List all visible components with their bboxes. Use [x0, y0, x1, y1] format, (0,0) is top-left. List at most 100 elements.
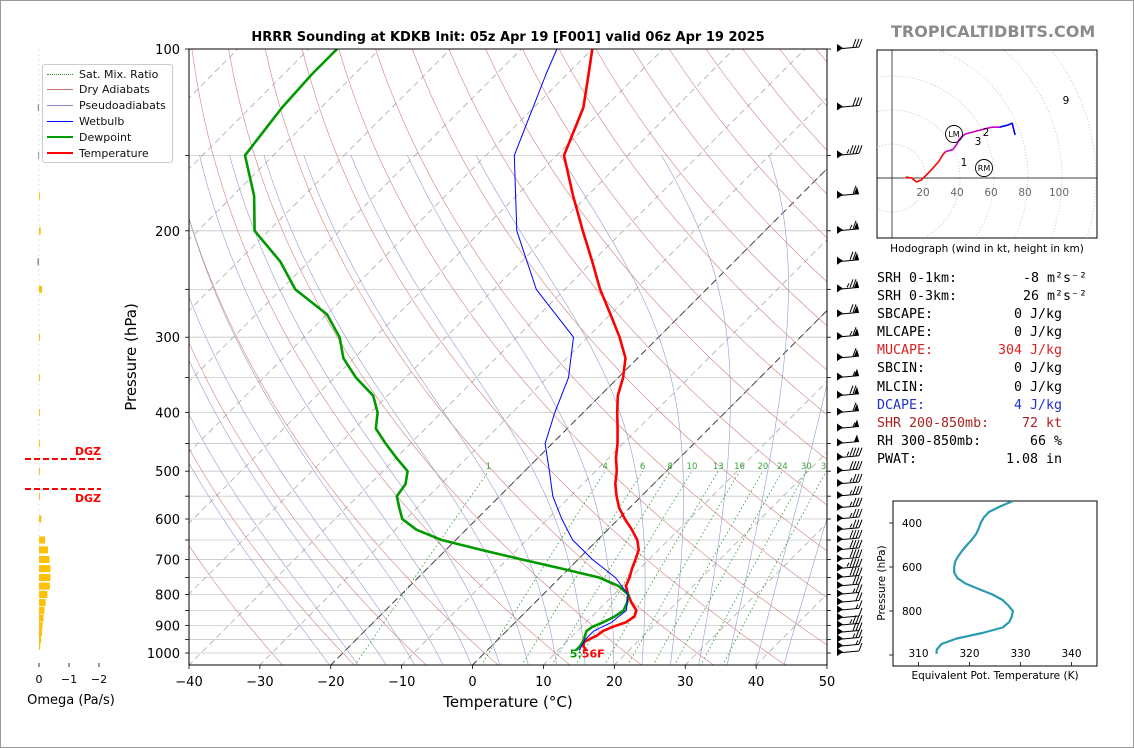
barb-full: [849, 529, 854, 539]
wind-barb: [836, 145, 863, 159]
barb-half: [852, 633, 856, 638]
barb-full: [855, 145, 860, 154]
barb-full: [855, 447, 860, 456]
parameter-row: RH 300-850mb: 66 %: [877, 434, 1107, 452]
legend-item: Sat. Mix. Ratio: [47, 66, 158, 82]
dry-adiabat: [375, 49, 827, 598]
barb-full: [852, 575, 857, 585]
legend-label: Pseudoadiabats: [79, 99, 166, 113]
barb-pennant: [854, 349, 859, 357]
dry-adiabat: [301, 49, 786, 665]
barb-head: [837, 641, 843, 650]
hodo-height-label: 1: [961, 157, 968, 169]
barb-full: [855, 461, 860, 470]
barb-head: [837, 648, 843, 656]
wetbulb-profile: [513, 49, 629, 651]
x-tick-label: 10: [535, 675, 552, 690]
barb-full: [858, 607, 863, 617]
parameter-value: 304 J/kg: [997, 343, 1062, 359]
barb-head: [837, 563, 843, 572]
legend-item: Temperature: [47, 145, 149, 161]
barb-full: [849, 251, 854, 260]
isotherm-line: [613, 451, 827, 665]
legend-swatch: [47, 136, 73, 139]
minus20-isotherm: [330, 168, 827, 665]
barb-head: [837, 390, 843, 399]
barb-head: [837, 438, 843, 447]
barb-head: [837, 581, 843, 590]
moist-adiabat: [661, 155, 731, 665]
barb-full: [858, 629, 863, 638]
dgz-label: DGZ: [75, 445, 101, 458]
barb-half: [855, 640, 859, 645]
hodograph-area: 20 40 60 80 100 1 23 9 LM RM: [877, 50, 1097, 238]
barb-half: [846, 149, 850, 154]
wind-barb: [836, 473, 863, 487]
moist-adiabat: [189, 217, 444, 665]
y-axis-label: Pressure (hPa): [122, 303, 140, 411]
omega-bar: [39, 574, 51, 582]
barb-pennant: [854, 186, 859, 194]
moist-adiabat: [303, 155, 557, 665]
wind-barb: [836, 567, 863, 581]
thetae-x-tick-label: 330: [1010, 648, 1030, 660]
barb-head: [837, 589, 843, 598]
y-tick-label: 600: [155, 513, 180, 528]
x-tick-label: −40: [175, 675, 202, 690]
barb-full: [849, 385, 854, 394]
x-axis-label: Temperature (°C): [442, 693, 572, 711]
omega-bar: [39, 590, 48, 598]
thetae-y-tick-label: 400: [902, 518, 922, 530]
wind-barb: [836, 185, 860, 199]
omega-bar: [39, 192, 40, 200]
barb-full: [858, 38, 863, 48]
barb-full: [858, 97, 863, 106]
isotherm-line: [401, 239, 827, 665]
dry-adiabat: [189, 341, 427, 665]
wind-barb: [836, 622, 863, 636]
barb-full: [858, 145, 863, 154]
skewt-legend: Sat. Mix. Ratio Dry Adiabats Pseudoadiabat…: [42, 64, 173, 163]
wind-barb: [836, 558, 863, 572]
parameter-label: RH 300-850mb:: [877, 433, 982, 449]
barb-half: [849, 489, 853, 495]
barb-head: [837, 605, 843, 614]
barb-full: [855, 497, 860, 507]
barb-full: [855, 584, 860, 593]
wind-barb: [836, 348, 860, 362]
legend-item: Dry Adiabats: [47, 82, 150, 98]
barb-head: [837, 612, 843, 621]
wind-barb: [836, 385, 860, 399]
surface-temp-label: 56F: [582, 647, 605, 660]
parameter-value: 26 m²s⁻²: [1022, 289, 1087, 305]
wind-barb: [836, 368, 860, 381]
barb-full: [852, 622, 857, 631]
thetae-x-tick-label: 310: [908, 648, 928, 660]
barb-head: [837, 284, 843, 293]
omega-bar: [39, 546, 48, 554]
dry-adiabat: [485, 49, 827, 461]
x-tick-label: −30: [246, 675, 273, 690]
legend-label: Dry Adiabats: [79, 83, 150, 97]
moist-adiabat: [726, 155, 789, 665]
barb-head: [837, 572, 843, 581]
storm-motion-marker: [945, 125, 963, 143]
parameter-label: SRH 0-3km:: [877, 289, 958, 305]
barb-full: [852, 279, 857, 288]
mixing-ratio-label: 8: [667, 462, 672, 472]
omega-bar: [37, 104, 39, 112]
mixing-ratio-line: [722, 471, 827, 665]
omega-bar: [37, 258, 39, 266]
barb-full: [855, 539, 860, 549]
x-tick-label: −10: [388, 675, 415, 690]
barb-half: [849, 224, 853, 230]
wind-barb: [836, 539, 863, 553]
wind-barb: [836, 220, 860, 234]
mixing-ratio-label: 13: [713, 462, 724, 472]
barb-full: [849, 549, 854, 558]
barb-half: [849, 512, 853, 518]
mixing-ratio-line: [627, 470, 740, 665]
barb-head: [837, 544, 843, 553]
barb-pennant: [854, 280, 859, 288]
barb-full: [858, 622, 863, 631]
